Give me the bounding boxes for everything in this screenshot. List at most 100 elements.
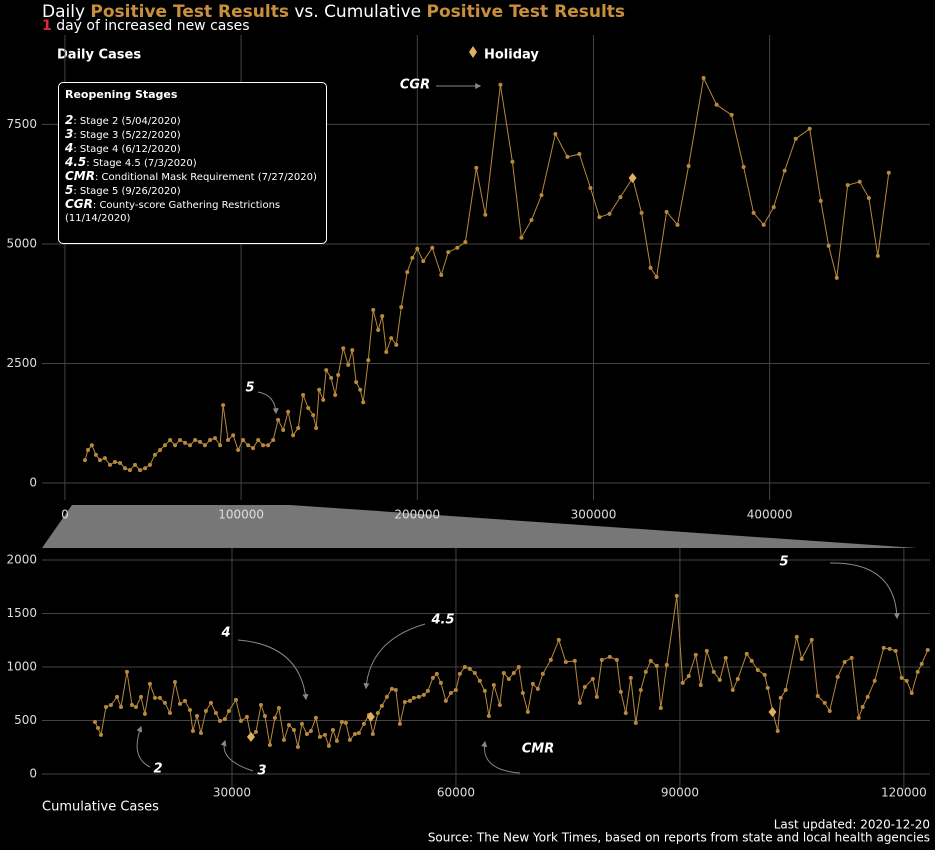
data-point — [380, 314, 385, 319]
y-tick-label: 2500 — [6, 356, 37, 370]
data-point — [89, 443, 94, 448]
data-point — [529, 218, 534, 223]
data-point — [761, 222, 766, 227]
data-point — [556, 637, 561, 642]
data-point — [530, 681, 535, 686]
data-point — [356, 730, 361, 735]
data-point — [730, 687, 735, 692]
data-point — [291, 727, 296, 732]
data-point — [276, 705, 281, 710]
data-point — [133, 704, 138, 709]
data-point — [467, 666, 472, 671]
data-point — [654, 663, 659, 668]
data-point — [326, 743, 331, 748]
data-point — [909, 690, 914, 695]
data-point — [336, 372, 341, 377]
data-point — [511, 670, 516, 675]
data-point — [886, 170, 891, 175]
stage-item: 5: Stage 5 (9/26/2020) — [65, 184, 320, 198]
data-point — [818, 198, 823, 203]
x-axis-label: Cumulative Cases — [42, 800, 159, 815]
data-point — [915, 669, 920, 674]
data-point — [124, 669, 129, 674]
data-point — [339, 719, 344, 724]
data-point — [633, 720, 638, 725]
data-point — [618, 689, 623, 694]
data-point — [887, 646, 892, 651]
data-point — [421, 259, 426, 264]
data-point — [379, 703, 384, 708]
y-tick-label: 1500 — [6, 606, 37, 620]
stage-item: 4: Stage 4 (6/12/2020) — [65, 142, 320, 156]
y-tick-label: 1000 — [6, 659, 37, 673]
data-point — [330, 727, 335, 732]
data-point — [405, 270, 410, 275]
annotation: CGR — [400, 78, 430, 93]
data-point — [286, 722, 291, 727]
data-point — [187, 707, 192, 712]
data-point — [93, 452, 98, 457]
data-point — [361, 400, 366, 405]
data-point — [389, 336, 394, 341]
data-point — [623, 710, 628, 715]
data-point — [875, 253, 880, 258]
data-point — [361, 721, 366, 726]
data-point — [296, 426, 301, 431]
data-point — [127, 468, 132, 473]
data-point — [301, 393, 306, 398]
data-point — [794, 634, 799, 639]
title-part: Positive Test Results — [427, 2, 626, 22]
data-point — [491, 682, 496, 687]
title-part: vs. Cumulative — [289, 2, 427, 22]
legend-marker — [469, 46, 477, 58]
data-point — [157, 695, 162, 700]
y-tick-label: 0 — [29, 476, 37, 490]
data-point — [251, 446, 256, 451]
data-point — [371, 307, 376, 312]
data-point — [267, 742, 272, 747]
data-point — [735, 676, 740, 681]
data-point — [350, 348, 355, 353]
data-point — [407, 698, 412, 703]
data-point — [680, 680, 685, 685]
data-point — [925, 647, 930, 652]
y-axis-label: Daily Cases — [57, 48, 141, 63]
data-point — [244, 714, 249, 719]
data-point — [190, 728, 195, 733]
data-point — [183, 440, 188, 445]
data-point — [675, 222, 680, 227]
data-point — [457, 671, 462, 676]
data-point — [115, 694, 120, 699]
stage-text: : Stage 4 (6/12/2020) — [73, 144, 181, 155]
data-point — [729, 112, 734, 117]
data-point — [281, 737, 286, 742]
footer-source: Source: The New York Times, based on rep… — [428, 831, 930, 845]
data-point — [226, 708, 231, 713]
stage-key: 2 — [65, 113, 74, 127]
data-point — [590, 676, 595, 681]
data-point — [448, 690, 453, 695]
data-point — [352, 731, 357, 736]
holiday-marker — [246, 731, 255, 742]
data-point — [698, 682, 703, 687]
data-point — [256, 437, 261, 442]
footer-updated: Last updated: 2020-12-20 — [774, 818, 930, 832]
data-point — [133, 462, 138, 467]
data-point — [198, 439, 203, 444]
data-point — [162, 443, 167, 448]
data-point — [548, 657, 553, 662]
y-tick-label: 0 — [29, 766, 37, 780]
data-point — [314, 426, 319, 431]
data-line — [94, 595, 929, 748]
holiday-marker — [366, 711, 375, 722]
data-point — [648, 658, 653, 663]
annotation: 3 — [257, 764, 266, 779]
stage-key: CMR — [65, 169, 95, 183]
stages-title: Reopening Stages — [65, 88, 178, 101]
data-point — [295, 744, 300, 749]
data-point — [182, 698, 187, 703]
stage-text: : Stage 5 (9/26/2020) — [73, 186, 181, 197]
data-point — [834, 275, 839, 280]
data-point — [455, 245, 460, 250]
